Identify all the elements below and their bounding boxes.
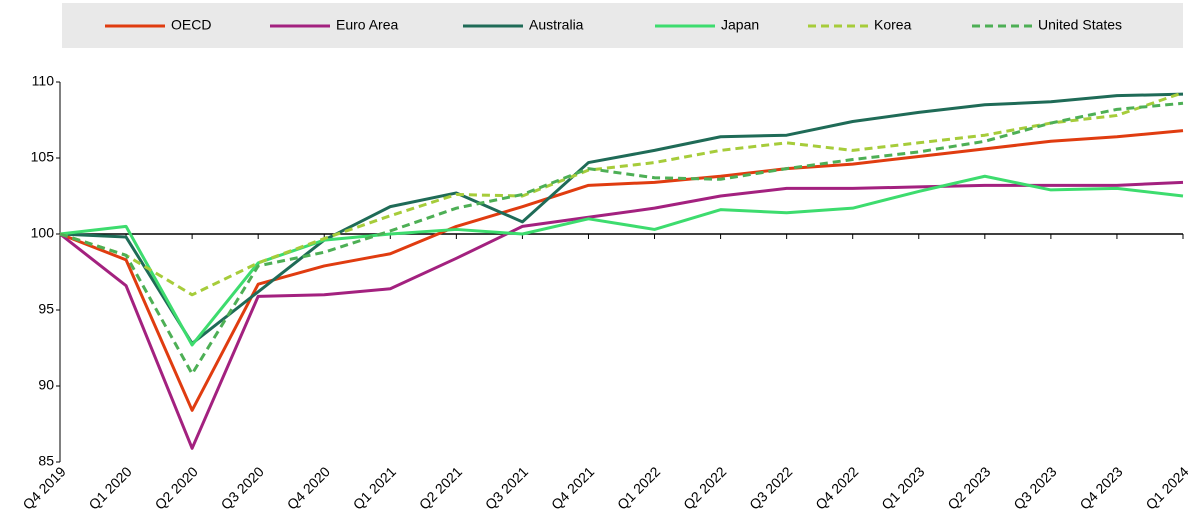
x-tick-label: Q3 2022 bbox=[746, 463, 795, 512]
x-tick-label: Q3 2023 bbox=[1010, 463, 1059, 512]
legend-label: OECD bbox=[171, 17, 211, 33]
legend-label: Euro Area bbox=[336, 17, 398, 33]
series-line bbox=[59, 174, 1184, 347]
legend-label: United States bbox=[1038, 17, 1122, 33]
y-tick-label: 110 bbox=[32, 73, 55, 89]
x-tick-label: Q1 2021 bbox=[350, 463, 399, 512]
x-tick-label: Q1 2020 bbox=[86, 463, 135, 512]
x-tick-label: Q4 2023 bbox=[1076, 463, 1125, 512]
series-line bbox=[59, 129, 1184, 412]
x-tick-label: Q2 2021 bbox=[416, 463, 465, 512]
legend-background bbox=[62, 3, 1183, 48]
x-tick-label: Q4 2019 bbox=[19, 463, 68, 512]
x-tick-label: Q2 2022 bbox=[680, 463, 729, 512]
series-line bbox=[59, 180, 1184, 450]
legend-label: Australia bbox=[529, 17, 584, 33]
x-tick-label: Q2 2023 bbox=[944, 463, 993, 512]
x-tick-label: Q3 2020 bbox=[218, 463, 267, 512]
x-tick-label: Q4 2021 bbox=[548, 463, 597, 512]
x-tick-label: Q2 2020 bbox=[152, 463, 201, 512]
x-tick-label: Q1 2023 bbox=[878, 463, 927, 512]
x-tick-label: Q3 2021 bbox=[482, 463, 531, 512]
x-tick-label: Q4 2020 bbox=[284, 463, 333, 512]
x-tick-label: Q1 2022 bbox=[614, 463, 663, 512]
x-tick-label: Q1 2024 bbox=[1142, 463, 1188, 512]
y-tick-label: 85 bbox=[38, 453, 54, 469]
series-line bbox=[59, 92, 1184, 345]
series-line bbox=[59, 91, 1184, 297]
y-tick-label: 90 bbox=[38, 377, 54, 393]
legend-label: Korea bbox=[874, 17, 912, 33]
y-tick-label: 105 bbox=[31, 149, 55, 165]
legend-label: Japan bbox=[721, 17, 759, 33]
y-tick-label: 95 bbox=[38, 301, 54, 317]
x-tick-label: Q4 2022 bbox=[812, 463, 861, 512]
y-tick-label: 100 bbox=[31, 225, 55, 241]
series-line bbox=[59, 101, 1184, 376]
